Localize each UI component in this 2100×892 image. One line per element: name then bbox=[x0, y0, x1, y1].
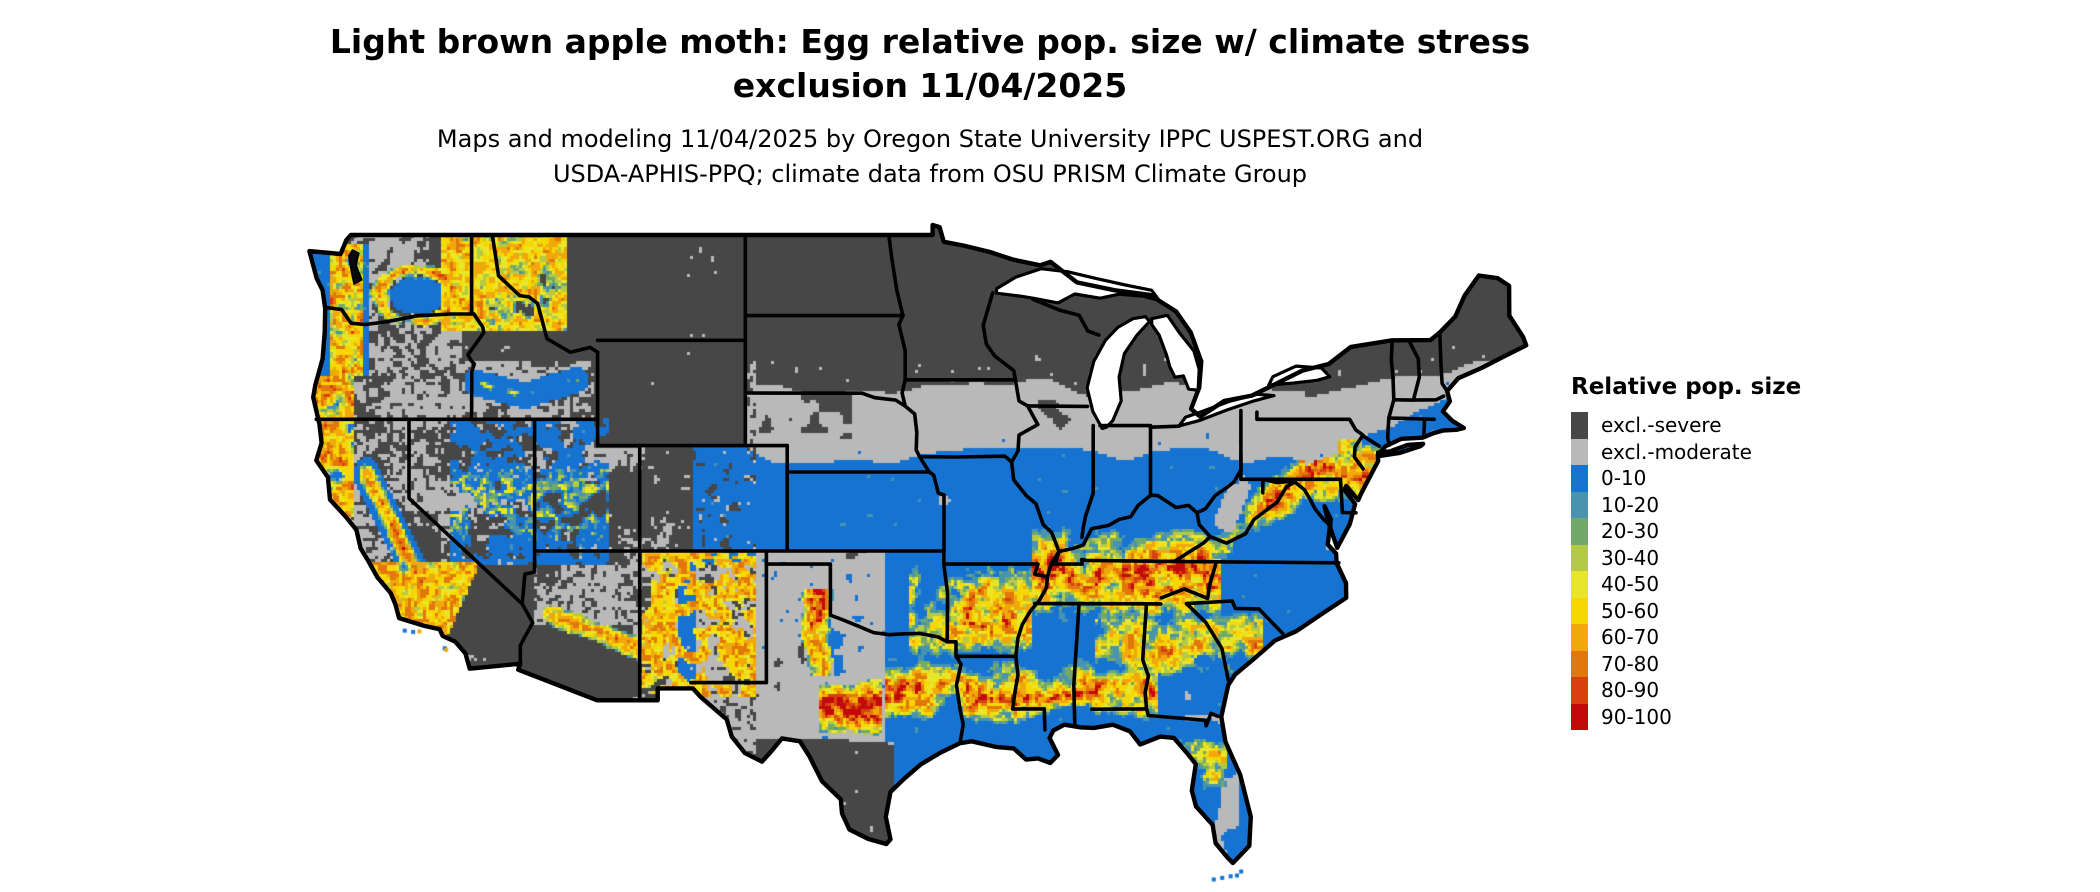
state-border bbox=[1025, 404, 1090, 409]
legend-entry: 10-20 bbox=[1571, 491, 1801, 518]
state-border bbox=[887, 233, 905, 318]
state-border bbox=[1072, 601, 1081, 728]
legend-swatch bbox=[1571, 597, 1588, 624]
legend-swatch bbox=[1571, 624, 1588, 651]
legend-swatch bbox=[1571, 412, 1588, 439]
state-border bbox=[1148, 424, 1181, 429]
legend-label: 60-70 bbox=[1601, 625, 1660, 650]
legend-swatch bbox=[1571, 544, 1588, 571]
legend-entry: 60-70 bbox=[1571, 624, 1801, 651]
legend-entry: 30-40 bbox=[1571, 544, 1801, 571]
legend-label: excl.-severe bbox=[1601, 413, 1722, 438]
state-border bbox=[1392, 394, 1446, 402]
state-border bbox=[1387, 416, 1436, 422]
state-border bbox=[1010, 575, 1050, 711]
state-border bbox=[1159, 560, 1219, 601]
state-border bbox=[900, 378, 922, 459]
state-border bbox=[1239, 408, 1343, 482]
legend-label: 30-40 bbox=[1601, 545, 1660, 570]
legend-entry: 0-10 bbox=[1571, 465, 1801, 492]
state-border bbox=[945, 640, 965, 745]
legend-label: 80-90 bbox=[1601, 678, 1660, 703]
legend-entry: 50-60 bbox=[1571, 597, 1801, 624]
legend-entry: 90-100 bbox=[1571, 703, 1801, 730]
legend-swatch bbox=[1571, 703, 1588, 730]
legend-label: 40-50 bbox=[1601, 572, 1660, 597]
state-border bbox=[764, 562, 949, 644]
legend-entry: 40-50 bbox=[1571, 571, 1801, 598]
state-border bbox=[981, 291, 1018, 382]
state-border bbox=[1385, 416, 1391, 447]
state-border bbox=[1030, 297, 1101, 337]
state-border bbox=[1422, 417, 1427, 437]
us-outline bbox=[307, 222, 1529, 866]
state-border bbox=[1140, 602, 1151, 711]
state-border bbox=[1407, 338, 1422, 402]
great-lake bbox=[994, 267, 1161, 305]
legend-entry: excl.-severe bbox=[1571, 412, 1801, 439]
legend-rows: excl.-severe excl.-moderate 0-10 10-20 20-30… bbox=[1571, 412, 1801, 730]
legend-label: 70-80 bbox=[1601, 651, 1660, 676]
state-border bbox=[917, 454, 946, 497]
legend-label: 0-10 bbox=[1601, 466, 1647, 491]
state-border bbox=[1080, 423, 1095, 540]
legend-swatch bbox=[1571, 491, 1588, 518]
legend-entry: 80-90 bbox=[1571, 677, 1801, 704]
state-border bbox=[1184, 601, 1230, 682]
state-border bbox=[520, 417, 537, 606]
state-border bbox=[743, 391, 907, 408]
state-border bbox=[1255, 410, 1365, 471]
state-border bbox=[942, 549, 950, 644]
state-border bbox=[1050, 557, 1341, 566]
state-border bbox=[322, 305, 476, 327]
state-border bbox=[466, 312, 486, 422]
state-border bbox=[1361, 434, 1382, 448]
legend-swatch bbox=[1571, 677, 1588, 704]
legend-swatch bbox=[1571, 465, 1588, 492]
state-border bbox=[689, 549, 769, 685]
state-border bbox=[1208, 480, 1296, 545]
state-border bbox=[1172, 510, 1213, 564]
state-border bbox=[1184, 599, 1285, 636]
legend-swatch bbox=[1571, 438, 1588, 465]
state-border bbox=[1010, 707, 1047, 732]
legend-swatch bbox=[1571, 650, 1588, 677]
state-border bbox=[1389, 338, 1396, 402]
legend-entry: 20-30 bbox=[1571, 518, 1801, 545]
state-border bbox=[1057, 453, 1243, 554]
state-border bbox=[917, 454, 1014, 464]
state-border bbox=[1387, 398, 1396, 420]
legend-label: 10-20 bbox=[1601, 492, 1660, 517]
state-border bbox=[1438, 330, 1449, 393]
legend-title: Relative pop. size bbox=[1571, 374, 1802, 400]
legend-swatch bbox=[1571, 571, 1588, 598]
legend-label: 90-100 bbox=[1601, 704, 1672, 729]
great-lake bbox=[1150, 313, 1201, 392]
state-border bbox=[942, 549, 1061, 579]
state-border bbox=[407, 417, 535, 666]
legend-entry: excl.-moderate bbox=[1571, 438, 1801, 465]
state-border bbox=[490, 233, 600, 354]
state-border bbox=[897, 313, 907, 382]
state-border bbox=[1261, 477, 1333, 528]
legend-label: 20-30 bbox=[1601, 519, 1660, 544]
great-lake bbox=[1177, 392, 1276, 428]
great-lake bbox=[1085, 315, 1152, 431]
legend-swatch bbox=[1571, 518, 1588, 545]
legend-entry: 70-80 bbox=[1571, 650, 1801, 677]
legend-label: 50-60 bbox=[1601, 598, 1660, 623]
state-border bbox=[1089, 707, 1220, 728]
legend: Relative pop. size excl.-severe excl.-mod… bbox=[1571, 374, 1801, 730]
puget-sound bbox=[347, 248, 363, 286]
legend-label: excl.-moderate bbox=[1601, 439, 1752, 464]
